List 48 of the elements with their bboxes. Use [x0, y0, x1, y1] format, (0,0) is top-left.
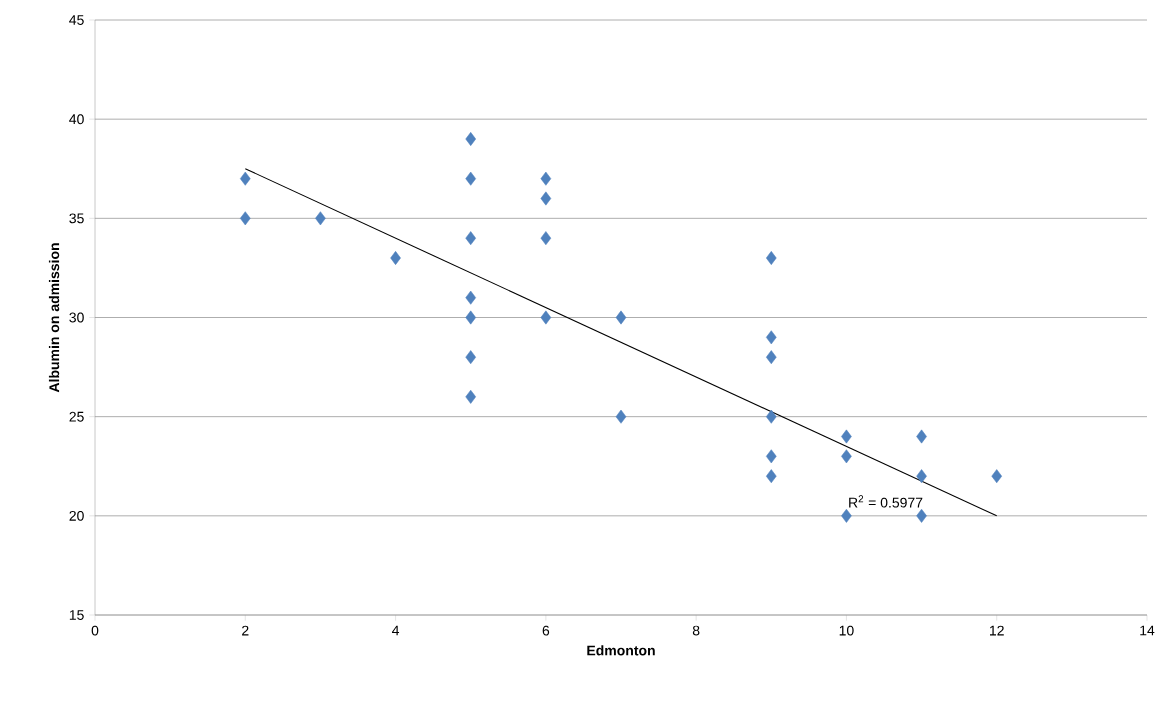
point [465, 132, 476, 146]
x-tick-label: 10 [839, 625, 854, 636]
y-tick-label: 35 [69, 213, 84, 224]
point [315, 211, 326, 226]
point [916, 469, 927, 484]
point [465, 171, 476, 186]
point [240, 211, 251, 226]
point [766, 409, 777, 424]
point [465, 310, 476, 325]
y-tick-label: 40 [69, 114, 84, 125]
point [916, 429, 927, 444]
point [766, 330, 777, 345]
point [766, 449, 777, 464]
annotation: R$^{2}$ = 0.5977 [849, 495, 923, 508]
x-tick-label: 4 [391, 625, 400, 636]
point [766, 251, 777, 265]
point [465, 290, 476, 305]
y-axis-title: Albumin on admission [48, 243, 60, 393]
point [465, 231, 476, 246]
point [540, 171, 552, 186]
y-tick-label: 45 [69, 15, 84, 25]
x-tick-label: 0 [91, 625, 99, 636]
y-tick-label: 30 [69, 312, 84, 323]
point [240, 171, 251, 186]
point [766, 350, 777, 365]
point [766, 469, 777, 484]
x-tick-label: 2 [242, 625, 249, 636]
y-tick-label: 15 [69, 610, 84, 620]
point [540, 310, 552, 325]
point [390, 251, 401, 265]
x-tick-label: 12 [990, 625, 1004, 636]
point [465, 350, 476, 365]
x-tick-label: 6 [542, 625, 550, 636]
y-tick-label: 20 [69, 510, 84, 521]
point [916, 508, 927, 523]
point [841, 449, 852, 464]
point [465, 389, 476, 404]
x-tick-label: 8 [692, 625, 700, 636]
point [540, 231, 552, 246]
point [841, 429, 852, 444]
point [841, 508, 852, 523]
x-axis-title: Edmonton [587, 645, 655, 656]
point [615, 409, 627, 424]
point [540, 191, 552, 206]
x-tick-label: 14 [1140, 625, 1155, 636]
point [991, 469, 1002, 484]
point [615, 310, 627, 325]
y-tick-label: 25 [69, 411, 84, 422]
